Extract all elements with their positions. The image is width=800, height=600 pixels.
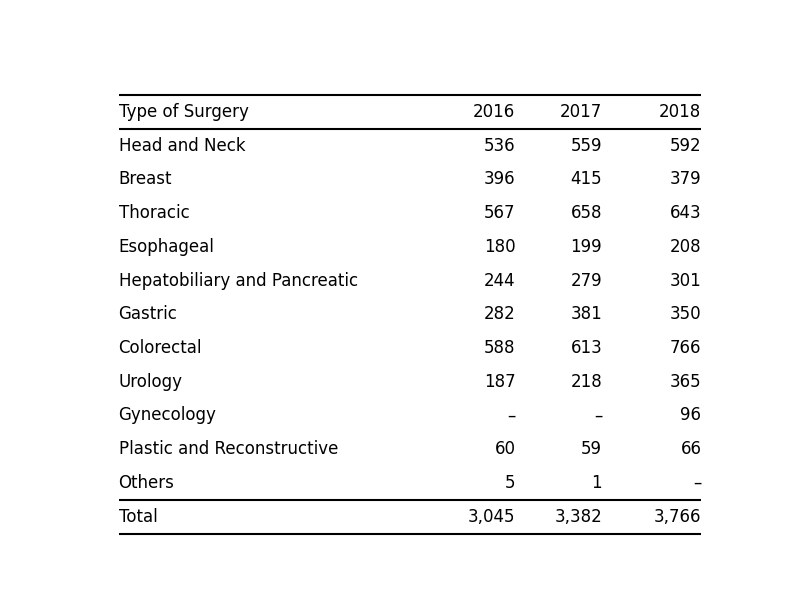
Text: 766: 766	[670, 339, 702, 357]
Text: 5: 5	[505, 474, 515, 492]
Text: 199: 199	[570, 238, 602, 256]
Text: 536: 536	[484, 137, 515, 155]
Text: 415: 415	[570, 170, 602, 188]
Text: Thoracic: Thoracic	[118, 204, 190, 222]
Text: 2018: 2018	[659, 103, 702, 121]
Text: 66: 66	[680, 440, 702, 458]
Text: Gynecology: Gynecology	[118, 406, 217, 424]
Text: 396: 396	[484, 170, 515, 188]
Text: –: –	[693, 474, 702, 492]
Text: Head and Neck: Head and Neck	[118, 137, 246, 155]
Text: Breast: Breast	[118, 170, 172, 188]
Text: Colorectal: Colorectal	[118, 339, 202, 357]
Text: Gastric: Gastric	[118, 305, 178, 323]
Text: 379: 379	[670, 170, 702, 188]
Text: Urology: Urology	[118, 373, 182, 391]
Text: 559: 559	[570, 137, 602, 155]
Text: 613: 613	[570, 339, 602, 357]
Text: –: –	[507, 406, 515, 424]
Text: 658: 658	[570, 204, 602, 222]
Text: 218: 218	[570, 373, 602, 391]
Text: Total: Total	[118, 508, 158, 526]
Text: Hepatobiliary and Pancreatic: Hepatobiliary and Pancreatic	[118, 272, 358, 290]
Text: Others: Others	[118, 474, 174, 492]
Text: 301: 301	[670, 272, 702, 290]
Text: 381: 381	[570, 305, 602, 323]
Text: 365: 365	[670, 373, 702, 391]
Text: 588: 588	[484, 339, 515, 357]
Text: Plastic and Reconstructive: Plastic and Reconstructive	[118, 440, 338, 458]
Text: –: –	[594, 406, 602, 424]
Text: 96: 96	[680, 406, 702, 424]
Text: 350: 350	[670, 305, 702, 323]
Text: Esophageal: Esophageal	[118, 238, 214, 256]
Text: 3,045: 3,045	[468, 508, 515, 526]
Text: Type of Surgery: Type of Surgery	[118, 103, 249, 121]
Text: 2016: 2016	[473, 103, 515, 121]
Text: 279: 279	[570, 272, 602, 290]
Text: 3,382: 3,382	[554, 508, 602, 526]
Text: 643: 643	[670, 204, 702, 222]
Text: 244: 244	[484, 272, 515, 290]
Text: 180: 180	[484, 238, 515, 256]
Text: 2017: 2017	[560, 103, 602, 121]
Text: 60: 60	[494, 440, 515, 458]
Text: 592: 592	[670, 137, 702, 155]
Text: 282: 282	[484, 305, 515, 323]
Text: 3,766: 3,766	[654, 508, 702, 526]
Text: 59: 59	[581, 440, 602, 458]
Text: 1: 1	[591, 474, 602, 492]
Text: 187: 187	[484, 373, 515, 391]
Text: 208: 208	[670, 238, 702, 256]
Text: 567: 567	[484, 204, 515, 222]
